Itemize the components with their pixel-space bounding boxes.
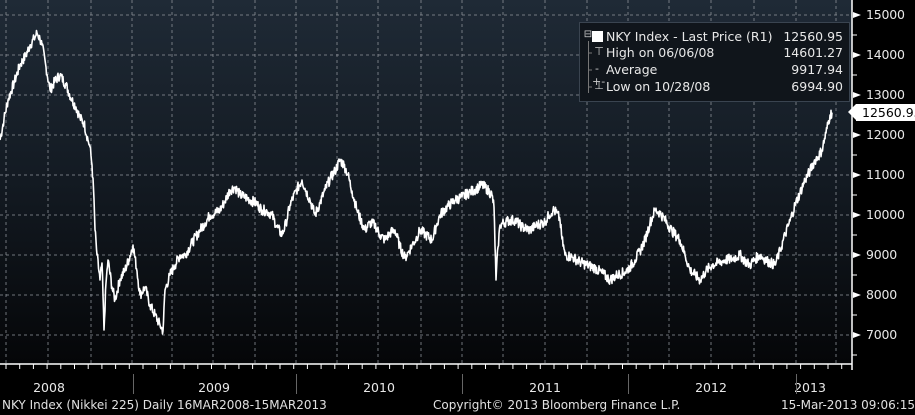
y-tick-label: 8000 xyxy=(866,287,898,302)
legend-row-average[interactable]: -+- Average 9917.94 xyxy=(580,62,843,88)
x-year-label: 2011 xyxy=(529,380,561,395)
footer-security-info: NKY Index (Nikkei 225) Daily 16MAR2008-1… xyxy=(2,398,327,412)
y-tick-label: 13000 xyxy=(866,87,905,102)
legend-label: Average xyxy=(606,62,658,77)
year-separator xyxy=(296,374,297,394)
year-separator xyxy=(628,374,629,394)
year-separator xyxy=(796,374,797,394)
legend-label: High on 06/06/08 xyxy=(606,45,715,60)
x-year-label: 2008 xyxy=(33,380,65,395)
y-tick-label: 9000 xyxy=(866,247,898,262)
legend-row-low[interactable]: ⊥ Low on 10/28/08 6994.90 xyxy=(580,79,843,95)
y-tick-label: 14000 xyxy=(866,47,905,62)
x-year-label: 2010 xyxy=(363,380,395,395)
legend-label: NKY Index - Last Price (R1) xyxy=(606,29,773,44)
legend-row-last-price[interactable]: ⊟ NKY Index - Last Price (R1) 12560.95 xyxy=(580,29,843,45)
x-year-label: 2009 xyxy=(198,380,230,395)
series-color-swatch-icon xyxy=(592,31,603,42)
y-tick-label: 7000 xyxy=(866,327,898,342)
legend-value: 6994.90 xyxy=(791,79,843,94)
legend-tree-lines xyxy=(588,41,592,93)
footer-timestamp: 15-Mar-2013 09:06:15 xyxy=(781,398,915,412)
legend-label: Low on 10/28/08 xyxy=(606,79,711,94)
y-tick-label: 11000 xyxy=(866,167,905,182)
high-marker-icon: ⊤ xyxy=(594,45,604,58)
legend-value: 12560.95 xyxy=(783,29,843,44)
footer-copyright: Copyright© 2013 Bloomberg Finance L.P. xyxy=(433,398,681,412)
y-tick-label: 12000 xyxy=(866,127,905,142)
average-marker-icon: -+- xyxy=(592,62,606,88)
collapse-icon[interactable]: ⊟ xyxy=(583,29,593,40)
legend-row-high[interactable]: ⊤ High on 06/06/08 14601.27 xyxy=(580,45,843,61)
y-tick-label: 10000 xyxy=(866,207,905,222)
legend-value: 14601.27 xyxy=(783,45,843,60)
legend-box[interactable]: ⊟ NKY Index - Last Price (R1) 12560.95 ⊤… xyxy=(579,22,850,102)
legend-value: 9917.94 xyxy=(791,62,843,77)
x-year-label: 2012 xyxy=(695,380,727,395)
low-marker-icon: ⊥ xyxy=(594,79,604,92)
y-tick-label: 15000 xyxy=(866,7,905,22)
price-line xyxy=(0,29,833,335)
axes xyxy=(0,0,861,370)
last-price-tag: 12560.95 xyxy=(848,104,915,122)
year-separator xyxy=(462,374,463,394)
year-separator xyxy=(133,374,134,394)
x-year-label: 2013 xyxy=(794,380,826,395)
